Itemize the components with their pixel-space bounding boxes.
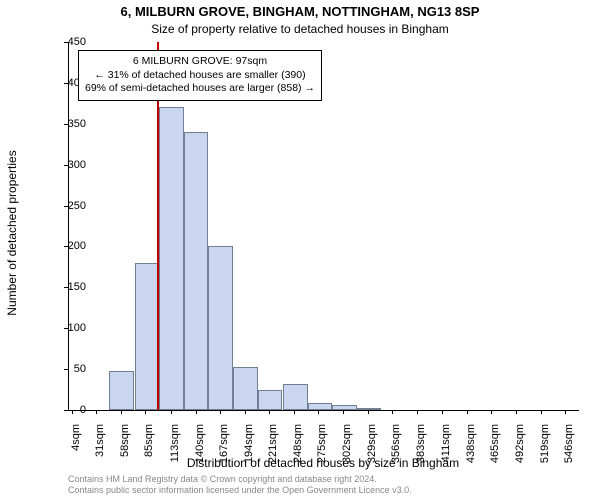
histogram-bar <box>357 408 382 410</box>
chart-container: 6, MILBURN GROVE, BINGHAM, NOTTINGHAM, N… <box>0 0 600 500</box>
annotation-line1: 6 MILBURN GROVE: 97sqm <box>85 55 315 69</box>
chart-title: 6, MILBURN GROVE, BINGHAM, NOTTINGHAM, N… <box>0 4 600 19</box>
chart-subtitle: Size of property relative to detached ho… <box>0 22 600 36</box>
histogram-bar <box>258 390 283 410</box>
histogram-bar <box>159 107 184 410</box>
histogram-bar <box>184 132 209 410</box>
histogram-bar <box>208 246 233 410</box>
histogram-bar <box>283 384 308 410</box>
histogram-bar <box>332 405 357 410</box>
footer-line1: Contains HM Land Registry data © Crown c… <box>68 474 578 485</box>
y-axis-label: Number of detached properties <box>5 113 19 353</box>
annotation-box: 6 MILBURN GROVE: 97sqm ← 31% of detached… <box>78 50 322 101</box>
histogram-bar <box>109 371 134 410</box>
x-axis-label: Distribution of detached houses by size … <box>68 456 578 470</box>
footer-line2: Contains public sector information licen… <box>68 485 578 496</box>
footer: Contains HM Land Registry data © Crown c… <box>68 474 578 496</box>
histogram-bar <box>233 367 258 410</box>
annotation-line2: ← 31% of detached houses are smaller (39… <box>85 69 315 83</box>
annotation-line3: 69% of semi-detached houses are larger (… <box>85 82 315 96</box>
histogram-bar <box>308 403 333 410</box>
histogram-bar <box>135 263 160 410</box>
